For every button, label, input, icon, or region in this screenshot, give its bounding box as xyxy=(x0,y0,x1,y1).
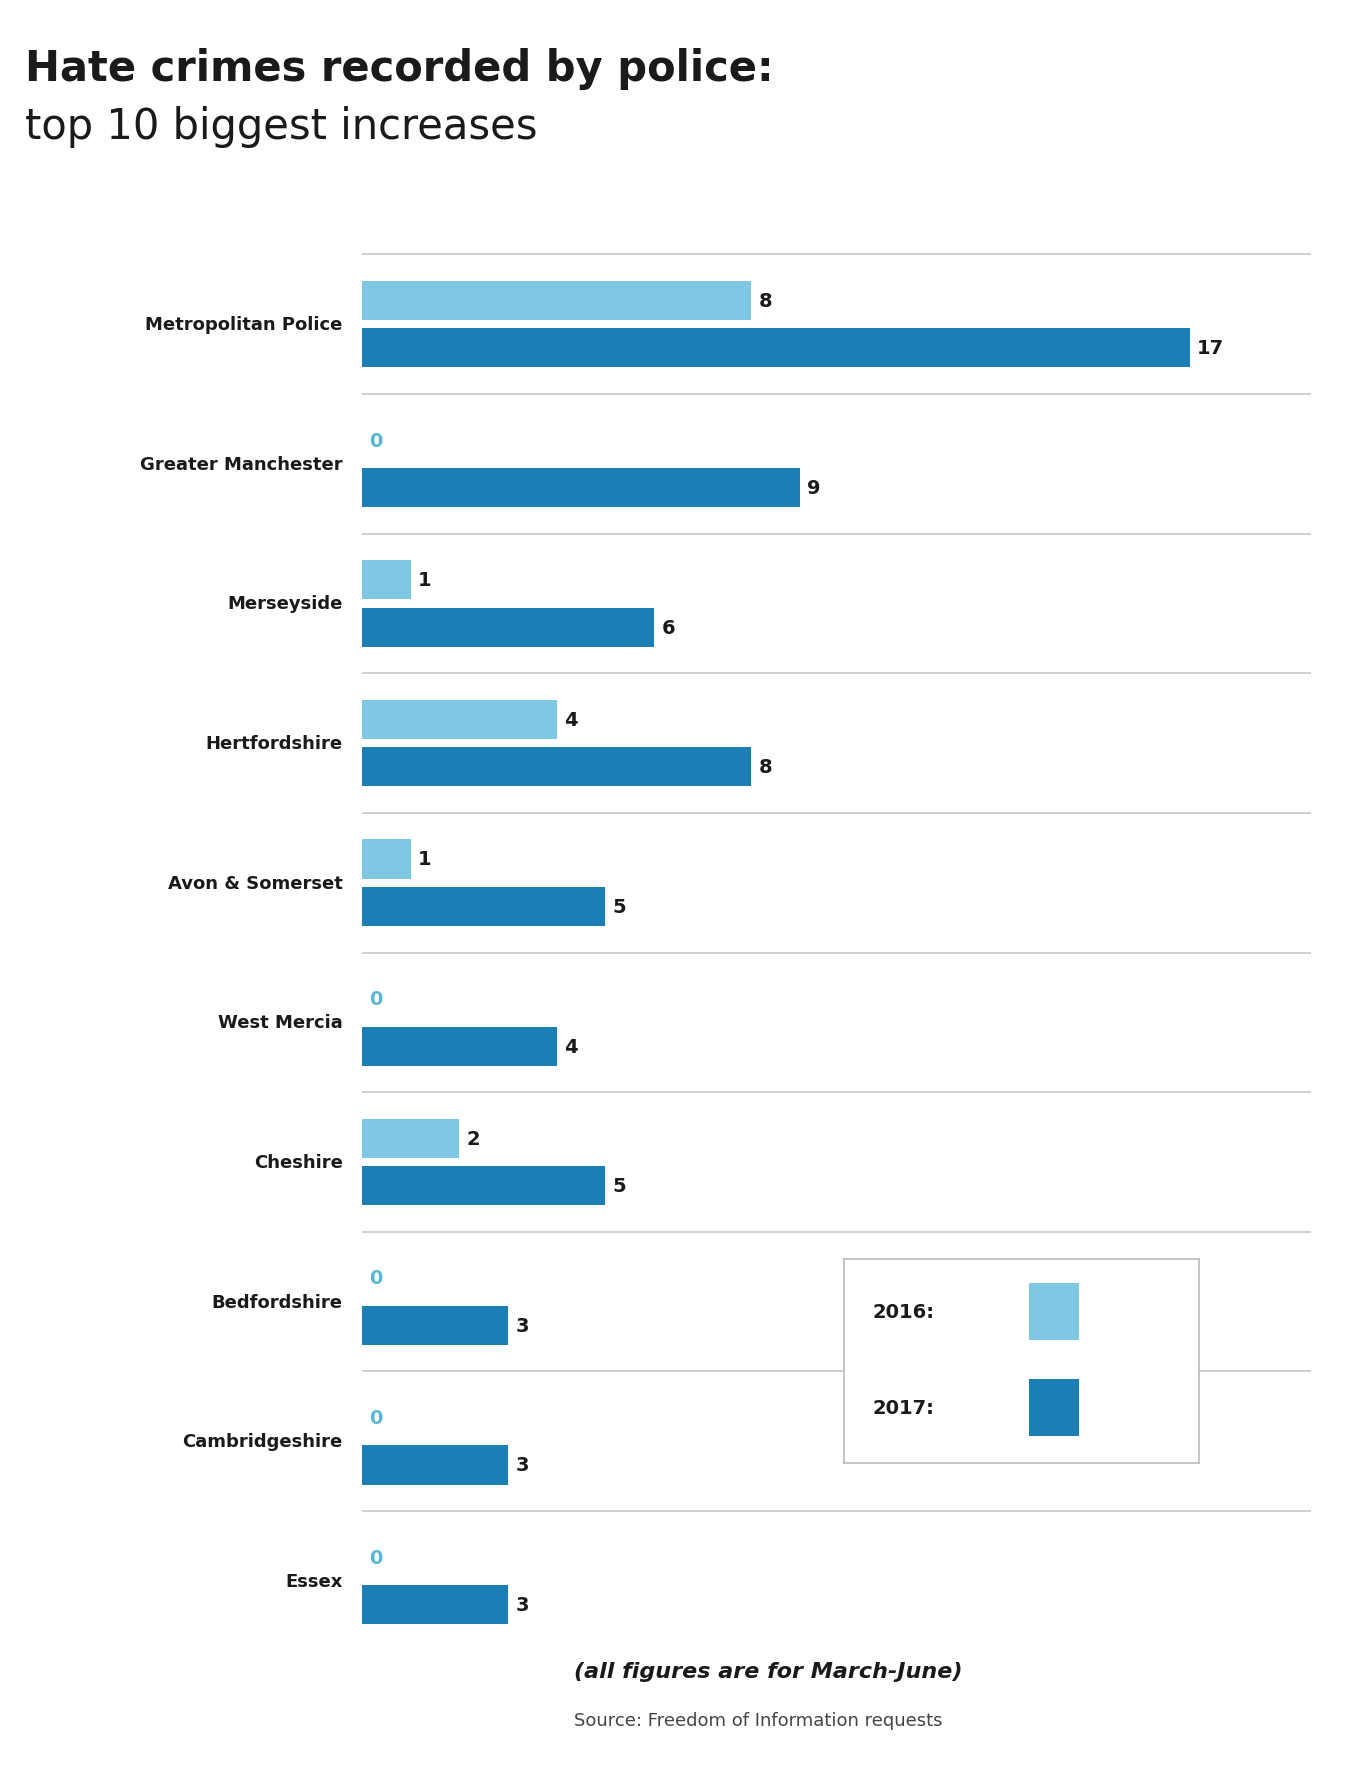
Bar xyxy=(362,1307,508,1346)
Text: Essex: Essex xyxy=(285,1573,343,1590)
Text: 6: 6 xyxy=(661,619,675,637)
Bar xyxy=(1029,1379,1079,1436)
Bar xyxy=(362,330,1190,369)
Text: Merseyside: Merseyside xyxy=(227,596,343,613)
Text: West Mercia: West Mercia xyxy=(217,1014,343,1032)
Bar xyxy=(362,700,557,739)
Bar xyxy=(362,468,800,507)
Text: 8: 8 xyxy=(758,293,772,310)
Text: 1: 1 xyxy=(418,571,432,590)
Bar xyxy=(362,840,411,879)
Text: Hertfordshire: Hertfordshire xyxy=(205,734,343,754)
Bar xyxy=(362,888,605,927)
Text: 2: 2 xyxy=(467,1129,481,1149)
Text: 0: 0 xyxy=(369,431,382,450)
Text: 0: 0 xyxy=(369,1269,382,1287)
Text: 0: 0 xyxy=(369,1548,382,1567)
Text: Hate crimes recorded by police:: Hate crimes recorded by police: xyxy=(25,48,773,90)
Text: (all figures are for March-June): (all figures are for March-June) xyxy=(574,1661,962,1681)
Text: 5: 5 xyxy=(613,1177,627,1195)
Text: 2017:: 2017: xyxy=(873,1399,934,1417)
Text: Bedfordshire: Bedfordshire xyxy=(212,1293,343,1310)
Bar xyxy=(362,560,411,599)
Bar xyxy=(362,608,654,647)
Bar xyxy=(1029,1284,1079,1340)
Text: 3: 3 xyxy=(515,1596,529,1613)
Text: 0: 0 xyxy=(369,989,382,1009)
Text: Cheshire: Cheshire xyxy=(254,1152,343,1172)
Text: 9: 9 xyxy=(807,479,821,498)
Text: Source: Freedom of Information requests: Source: Freedom of Information requests xyxy=(574,1711,943,1729)
Text: Cambridgeshire: Cambridgeshire xyxy=(182,1433,343,1450)
Text: 3: 3 xyxy=(515,1316,529,1335)
Text: 2016:: 2016: xyxy=(873,1303,934,1321)
Bar xyxy=(362,1119,459,1158)
Bar xyxy=(362,1585,508,1624)
Text: 8: 8 xyxy=(758,757,772,777)
Text: 3: 3 xyxy=(515,1456,529,1475)
Text: Greater Manchester: Greater Manchester xyxy=(139,456,343,473)
Text: Metropolitan Police: Metropolitan Police xyxy=(145,316,343,333)
Bar xyxy=(362,1027,557,1066)
Text: 1: 1 xyxy=(418,849,432,869)
Bar xyxy=(362,282,751,321)
Text: 17: 17 xyxy=(1197,339,1224,358)
Bar xyxy=(362,748,751,787)
Bar xyxy=(362,1445,508,1484)
Text: Avon & Somerset: Avon & Somerset xyxy=(168,874,343,892)
Text: 5: 5 xyxy=(613,897,627,917)
Bar xyxy=(362,1167,605,1206)
Text: 4: 4 xyxy=(564,1037,578,1057)
Text: 4: 4 xyxy=(564,711,578,729)
Text: top 10 biggest increases: top 10 biggest increases xyxy=(25,106,537,149)
Text: 0: 0 xyxy=(369,1408,382,1427)
Text: PA: PA xyxy=(51,1677,98,1711)
